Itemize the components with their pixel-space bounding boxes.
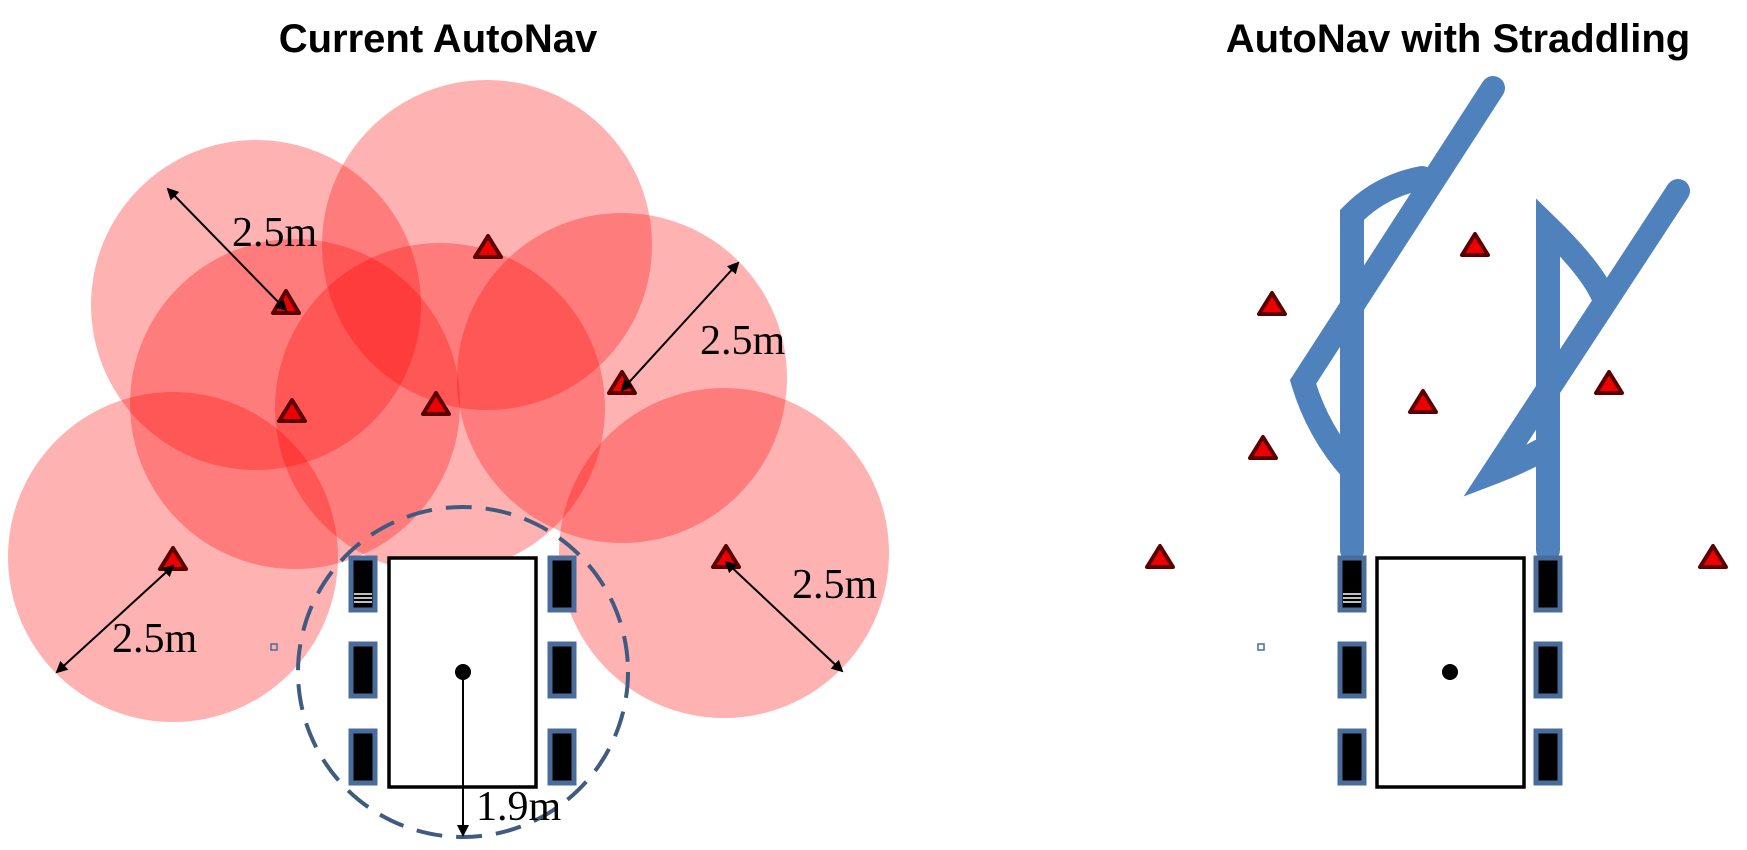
obstacle-marker bbox=[1145, 544, 1175, 569]
wheel bbox=[1533, 641, 1563, 699]
obstacle-marker bbox=[1257, 291, 1287, 316]
wheel bbox=[1533, 728, 1563, 786]
radius-arrow bbox=[166, 187, 288, 312]
wheel bbox=[547, 555, 577, 613]
obstacle-marker bbox=[1460, 232, 1490, 257]
right-panel: AutoNav with Straddling bbox=[1145, 17, 1728, 789]
radius-arrows bbox=[55, 187, 844, 837]
radius-label: 2.5m bbox=[112, 616, 198, 662]
radius-label: 2.5m bbox=[792, 562, 878, 608]
wheel bbox=[1337, 641, 1367, 699]
wheel bbox=[348, 728, 378, 786]
vehicle-boundary-circle bbox=[296, 505, 630, 839]
left-panel: Current AutoNav bbox=[8, 17, 889, 839]
radius-arrow bbox=[724, 560, 844, 673]
obstacle-marker bbox=[1594, 370, 1624, 395]
radius-label: 2.5m bbox=[700, 318, 786, 364]
grill-icon bbox=[354, 593, 372, 603]
vehicle-center-dot bbox=[455, 664, 471, 680]
vehicle bbox=[1337, 555, 1563, 789]
wheel bbox=[1337, 728, 1367, 786]
obstacle-marker bbox=[473, 234, 503, 259]
obstacle-marker bbox=[1408, 389, 1438, 414]
wheel bbox=[547, 641, 577, 699]
grill-icon bbox=[1343, 593, 1361, 603]
wheel bbox=[547, 728, 577, 786]
wheel bbox=[348, 641, 378, 699]
straddle-paths bbox=[1289, 76, 1690, 562]
left-wheel-path bbox=[1289, 76, 1505, 562]
small-marker bbox=[1257, 643, 1265, 651]
radius-arrow bbox=[620, 261, 740, 392]
left-panel-title: Current AutoNav bbox=[279, 17, 598, 61]
right-wheel-path bbox=[1463, 179, 1690, 562]
radius-arrow bbox=[55, 564, 175, 674]
wheel bbox=[1533, 555, 1563, 613]
obstacle-marker bbox=[421, 391, 451, 416]
vehicle-center-dot bbox=[1442, 664, 1458, 680]
obstacle-marker bbox=[1698, 544, 1728, 569]
small-marker bbox=[270, 643, 278, 651]
vehicle-radius-label: 1.9m bbox=[476, 784, 562, 830]
obstacle-marker bbox=[1248, 435, 1278, 460]
obstacle-marker bbox=[277, 398, 307, 423]
right-panel-title: AutoNav with Straddling bbox=[1226, 17, 1690, 61]
radius-label: 2.5m bbox=[232, 210, 318, 256]
obstacles bbox=[1145, 232, 1728, 569]
